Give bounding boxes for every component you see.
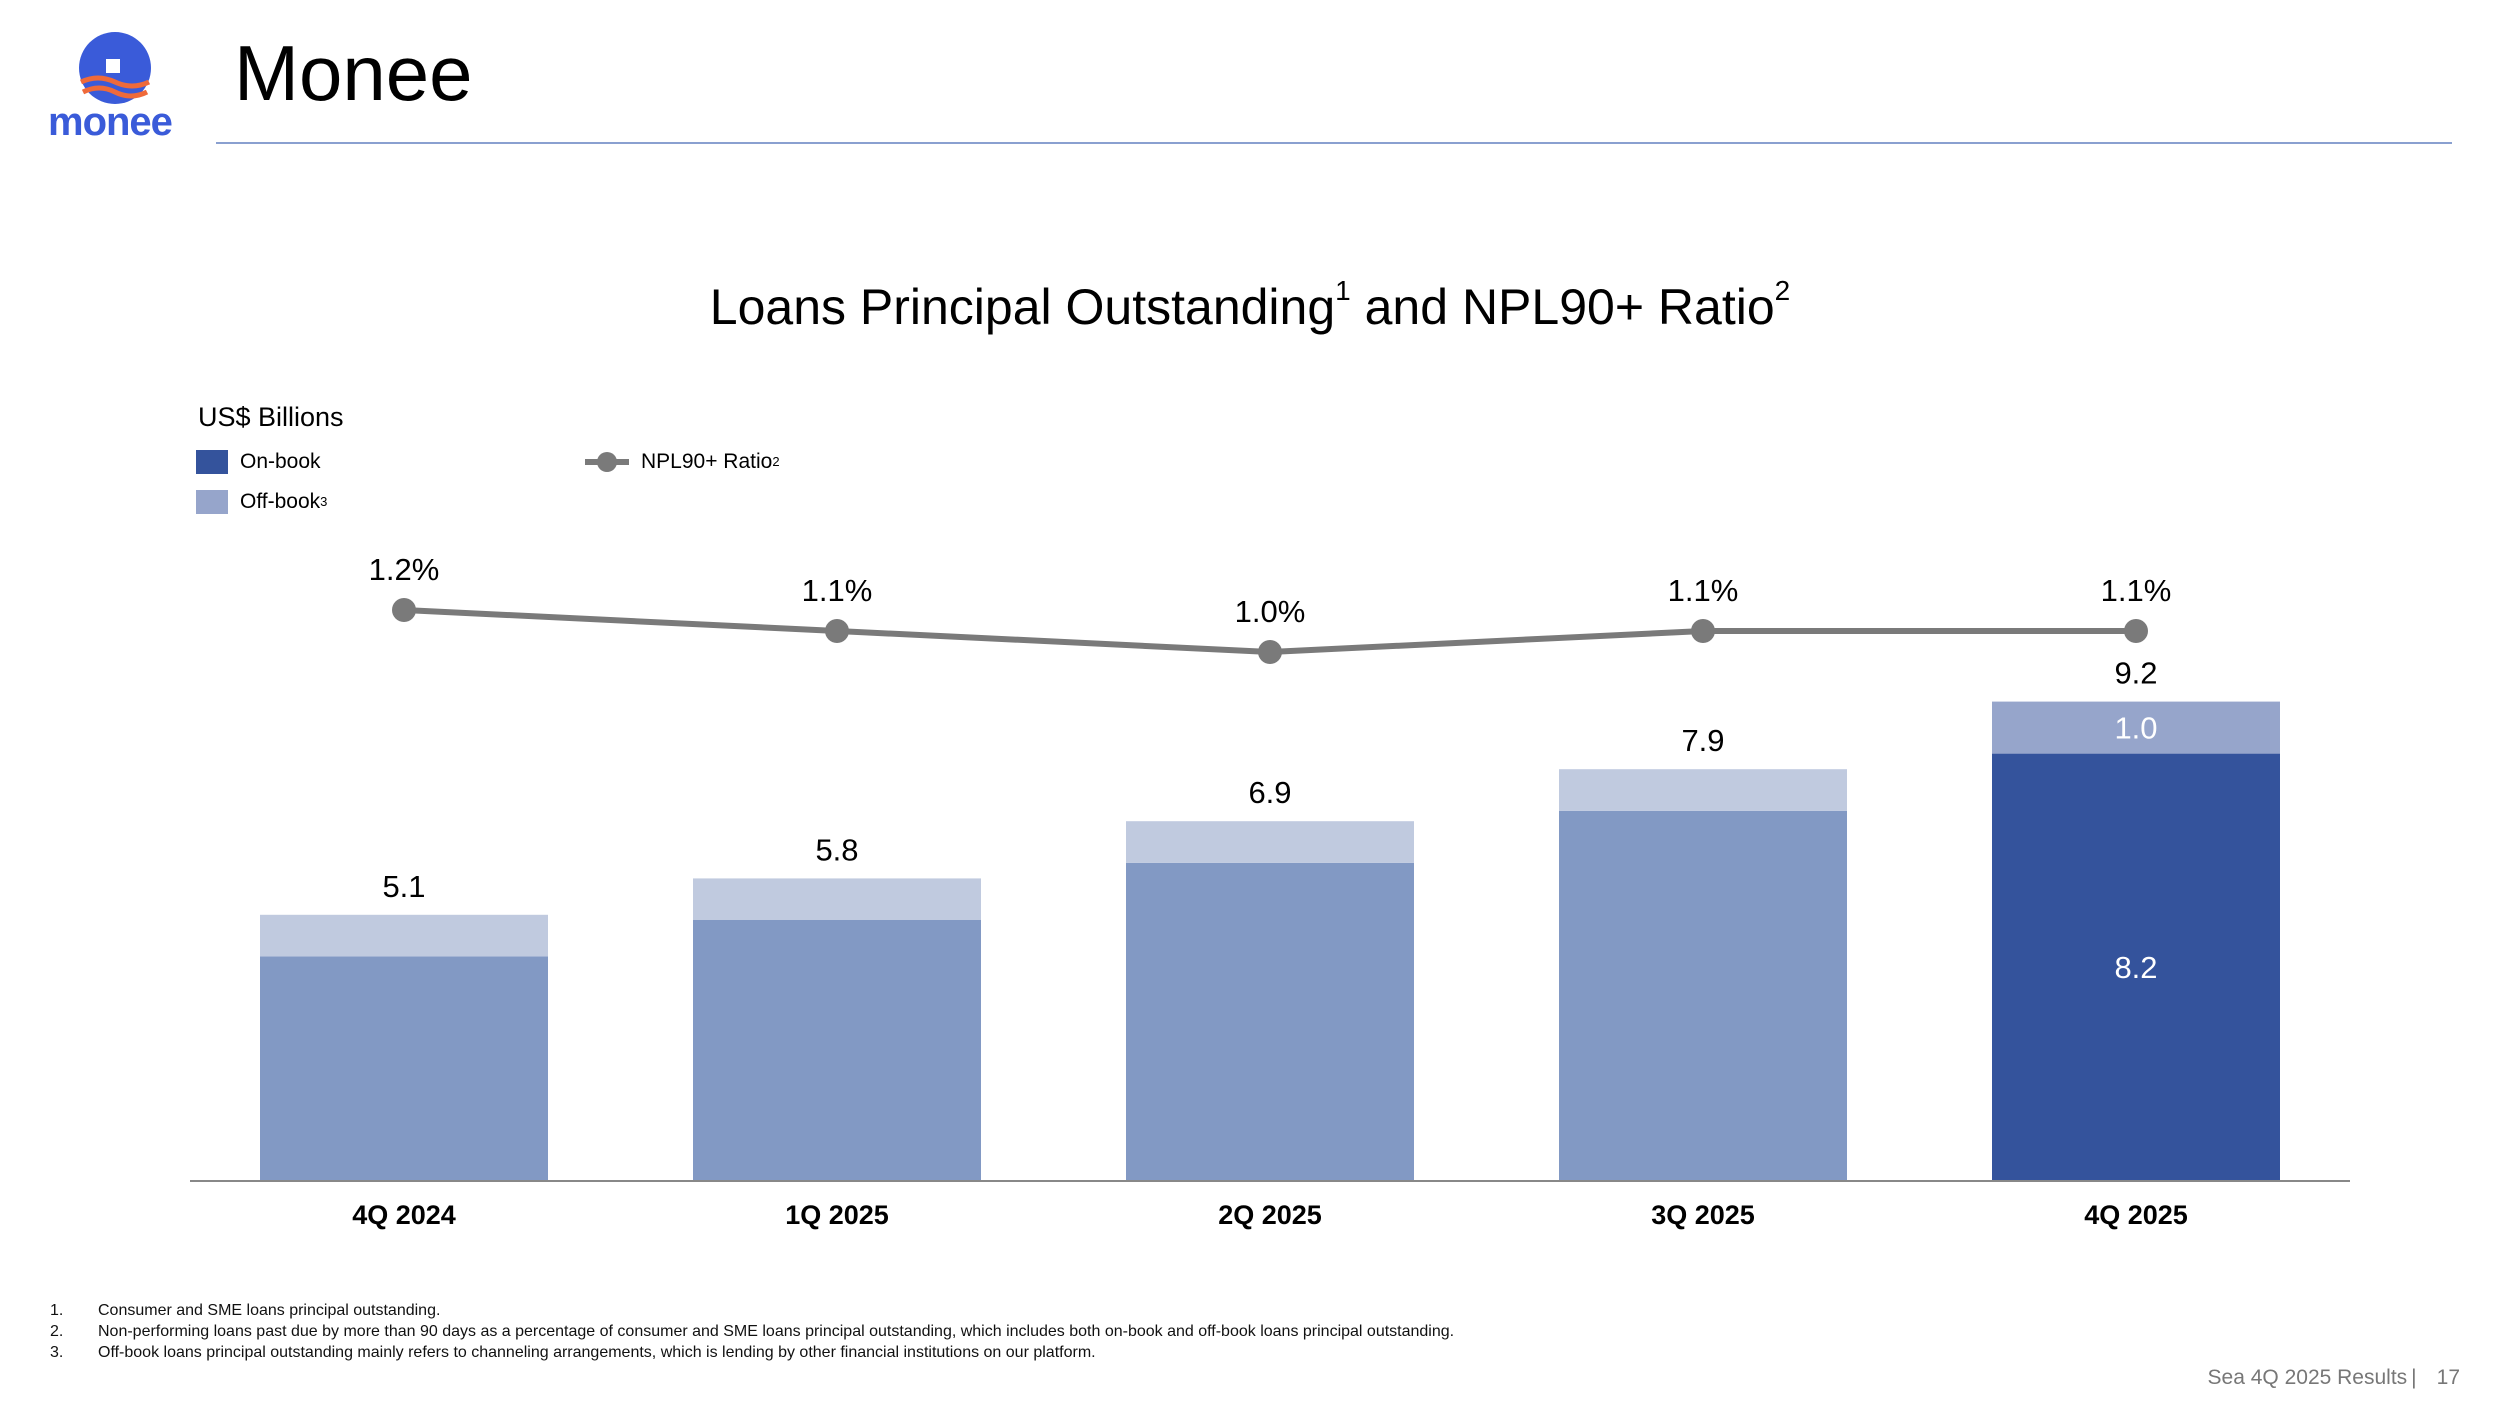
footnote-3-number: 3. [50,1344,64,1361]
x-tick-label-2: 2Q 2025 [1218,1200,1322,1230]
chart-title-text: Loans Principal Outstanding [709,279,1336,335]
bar-total-label-4: 9.2 [2114,656,2157,691]
bar-onbook-1 [693,920,981,1180]
title-divider [216,142,2452,144]
footnote-1-number: 1. [50,1302,64,1319]
npl-label-4: 1.1% [2101,573,2172,608]
page-number: 17 [2436,1366,2460,1389]
monee-logo-icon [79,32,151,104]
footnote-2-number: 2. [50,1323,64,1340]
chart-title-footnote-2: 2 [1774,275,1791,306]
npl-label-2: 1.0% [1235,594,1306,629]
loans-chart: 5.1 4Q 2024 5.8 1Q 2025 6.9 2Q 2025 7.9 3Q 2025… [190,552,2350,1230]
footer: Sea 4Q 2025 Results | 17 [2208,1366,2460,1390]
bar-offbook-label-4: 1.0 [2114,711,2157,746]
x-tick-label-3: 3Q 2025 [1651,1200,1755,1230]
footnote-2-text: Non-performing loans past due by more th… [98,1323,1455,1340]
footnote-3-text: Off-book loans principal outstanding mai… [98,1344,1096,1361]
bar-onbook-2 [1126,862,1414,1180]
bar-onbook-4 [1992,753,2280,1180]
bar-onbook-label-4: 8.2 [2114,950,2157,985]
npl-point-2 [1258,640,1282,664]
footnote-3: 3. Off-book loans principal outstanding m… [50,1342,1454,1363]
footer-source: Sea 4Q 2025 Results [2207,1366,2408,1389]
bar-offbook-1 [693,878,981,920]
legend-offbook-label: Off-book [240,490,321,513]
x-tick-label-0: 4Q 2024 [352,1200,456,1230]
bar-offbook-0 [260,914,548,957]
footnote-2: 2. Non-performing loans past due by more … [50,1321,1454,1342]
legend-offbook-swatch [196,490,228,514]
bar-offbook-3 [1559,769,1847,811]
bar-total-label-1: 5.8 [815,832,858,867]
legend-npl: NPL90+ Ratio 2 [585,450,780,474]
footer-separator: | [2411,1366,2417,1389]
x-tick-label-1: 1Q 2025 [785,1200,889,1230]
footnote-1: 1. Consumer and SME loans principal outst… [50,1300,1454,1321]
legend-onbook-label: On-book [240,450,321,473]
bar-offbook-2 [1126,821,1414,863]
npl-point-1 [825,619,849,643]
npl-label-1: 1.1% [802,573,873,608]
legend-onbook-swatch [196,450,228,474]
npl-point-4 [2124,619,2148,643]
footnote-1-text: Consumer and SME loans principal outstan… [98,1302,441,1319]
legend-onbook: On-book [196,450,321,474]
chart-title-footnote-1: 1 [1335,275,1351,306]
legend-offbook: Off-book 3 [196,490,327,514]
npl-label-0: 1.2% [369,552,440,587]
legend-npl-label: NPL90+ Ratio [641,450,773,473]
npl-point-0 [392,598,416,622]
bar-offbook-4 [1992,701,2280,754]
page-title: Monee [234,29,473,117]
npl-label-3: 1.1% [1668,573,1739,608]
legend-npl-icon [585,452,629,472]
chart-title-text-2: and NPL90+ Ratio [1350,279,1775,335]
logo-wordmark: monee [48,100,173,144]
bar-onbook-3 [1559,810,1847,1180]
bar-total-label-2: 6.9 [1248,775,1291,810]
bar-total-label-3: 7.9 [1681,723,1724,758]
bar-onbook-0 [260,956,548,1180]
y-axis-label: US$ Billions [198,402,344,432]
x-tick-label-4: 4Q 2025 [2084,1200,2188,1230]
monee-logo: monee [44,30,204,155]
footnotes: 1. Consumer and SME loans principal outst… [50,1300,1454,1363]
npl-point-3 [1691,619,1715,643]
bar-total-label-0: 5.1 [382,869,425,904]
chart-title: Loans Principal Outstanding1 and NPL90+ … [0,275,2500,336]
